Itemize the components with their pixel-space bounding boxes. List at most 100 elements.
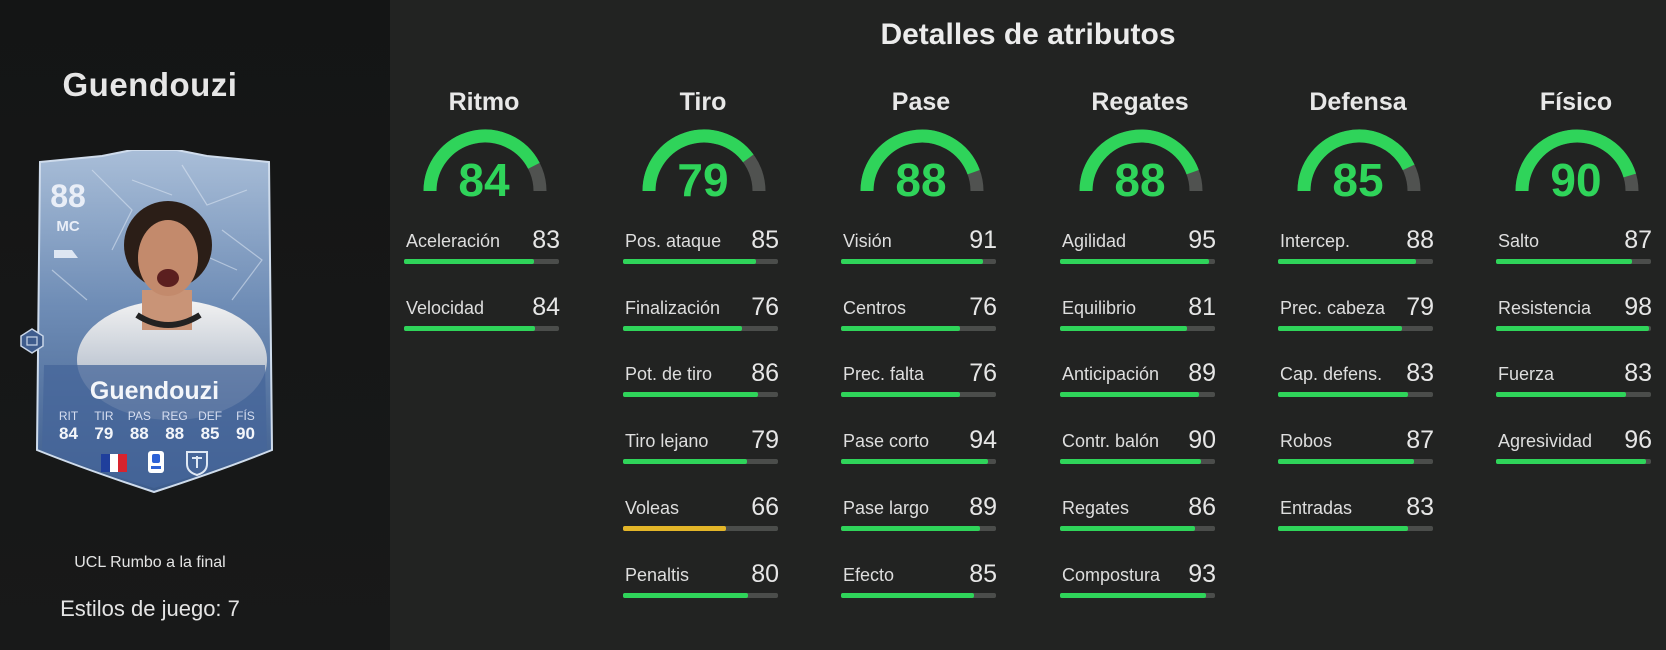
player-panel: Guendouzi <box>0 0 390 650</box>
card-stat: FÍS 90 <box>229 409 262 444</box>
gauge-fill <box>642 129 754 192</box>
attribute-value: 79 <box>1406 293 1434 321</box>
category-4: Regates 88 Agilidad 95 Equilibrio 81 Anticipac… <box>1060 0 1220 650</box>
attribute-bar-track <box>623 326 778 331</box>
attribute-value: 85 <box>751 226 779 254</box>
attribute-row: Voleas 66 <box>623 493 783 535</box>
attribute-bar-fill <box>1060 326 1187 331</box>
serie-a-league-icon <box>147 451 164 473</box>
attribute-value: 98 <box>1624 293 1652 321</box>
card-stat-value: 88 <box>129 424 149 443</box>
card-side-icon <box>20 328 44 354</box>
attribute-name: Equilibrio <box>1062 298 1137 318</box>
category-name: Ritmo <box>448 88 520 116</box>
card-stat-label: REG <box>161 409 188 423</box>
attribute-bar-track <box>1060 593 1215 598</box>
attribute-value: 96 <box>1624 426 1652 454</box>
player-card: 88 MC Guendouzi RIT 84 TIR 79 PAS 88 REG… <box>32 150 277 495</box>
gauge-fill <box>1297 129 1415 192</box>
card-stat-label: RIT <box>58 409 79 423</box>
attribute-row: Cap. defens. 83 <box>1278 359 1438 401</box>
attribute-bar-track <box>623 526 778 531</box>
card-stat-value: 90 <box>235 424 255 443</box>
attribute-bar-track <box>623 593 778 598</box>
category-gauge <box>860 129 984 192</box>
attribute-bar-track <box>1060 259 1215 264</box>
card-stat: TIR 79 <box>87 409 120 444</box>
attribute-value: 87 <box>1406 426 1434 454</box>
attribute-bar-fill <box>841 392 961 397</box>
card-stat-value: 79 <box>94 424 114 443</box>
card-stats: RIT 84 TIR 79 PAS 88 REG 88 DEF 85 FÍS 9… <box>52 409 262 444</box>
attribute-bar-track <box>1278 392 1433 397</box>
card-stat-label: DEF <box>198 409 223 423</box>
attribute-bar-track <box>841 526 996 531</box>
attribute-bar-track <box>1496 459 1651 464</box>
attribute-bar-fill <box>1278 259 1416 264</box>
attribute-bar-track <box>1060 326 1215 331</box>
category-2: Tiro 79 Pos. ataque 85 Finalización 76 Pot. de… <box>623 0 783 650</box>
attribute-row: Fuerza 83 <box>1496 359 1656 401</box>
attribute-row: Efecto 85 <box>841 560 1001 602</box>
attribute-bar-fill <box>1060 459 1201 464</box>
attribute-bar-track <box>1060 459 1215 464</box>
attribute-value: 91 <box>969 226 997 254</box>
attribute-value: 95 <box>1188 226 1216 254</box>
attribute-bar-fill <box>1060 259 1209 264</box>
attribute-value: 86 <box>751 359 779 387</box>
attribute-bar-fill <box>841 326 961 331</box>
attribute-value: 76 <box>969 293 997 321</box>
card-flags <box>32 450 277 476</box>
category-1: Ritmo 84 Aceleración 83 Velocidad 84 <box>404 0 564 650</box>
attribute-name: Fuerza <box>1498 364 1555 384</box>
attribute-name: Robos <box>1280 431 1333 451</box>
attribute-row: Contr. balón 90 <box>1060 426 1220 468</box>
attribute-bar-fill <box>404 326 536 331</box>
page-title: Detalles de atributos <box>880 18 1176 51</box>
card-stat-label: TIR <box>94 409 114 423</box>
attribute-value: 94 <box>969 426 997 454</box>
attribute-bar-fill <box>1060 392 1200 397</box>
category-value: 88 <box>1114 154 1166 206</box>
attribute-row: Pos. ataque 85 <box>623 226 783 268</box>
attribute-value: 83 <box>532 226 560 254</box>
attribute-bar-track <box>623 392 778 397</box>
attribute-value: 76 <box>751 293 779 321</box>
attribute-bar-track <box>1278 526 1433 531</box>
attribute-row: Pot. de tiro 86 <box>623 359 783 401</box>
attribute-bar-track <box>841 459 996 464</box>
attribute-value: 85 <box>969 560 997 588</box>
attribute-name: Aceleración <box>406 231 501 251</box>
attribute-value: 86 <box>1188 493 1216 521</box>
card-stat: REG 88 <box>158 409 191 444</box>
attribute-value: 87 <box>1624 226 1652 254</box>
category-5: Defensa 85 Intercep. 88 Prec. cabeza 79 Cap. d… <box>1278 0 1438 650</box>
attribute-bar-fill <box>1496 459 1647 464</box>
category-6: Físico 90 Salto 87 Resistencia 98 Fuerza 83 Agre… <box>1496 0 1656 650</box>
attribute-row: Pase corto 94 <box>841 426 1001 468</box>
attribute-bar-track <box>404 259 559 264</box>
category-value: 79 <box>677 154 729 206</box>
category-value: 85 <box>1332 154 1384 206</box>
attribute-name: Resistencia <box>1498 298 1592 318</box>
card-background <box>35 150 274 494</box>
attribute-name: Pot. de tiro <box>625 364 713 384</box>
attribute-bar-track <box>1496 392 1651 397</box>
attribute-bar-track <box>841 392 996 397</box>
card-stat-value: 85 <box>200 424 220 443</box>
attribute-row: Pase largo 89 <box>841 493 1001 535</box>
attribute-row: Entradas 83 <box>1278 493 1438 535</box>
attribute-row: Salto 87 <box>1496 226 1656 268</box>
card-stat: DEF 85 <box>194 409 227 444</box>
attribute-row: Prec. falta 76 <box>841 359 1001 401</box>
attribute-value: 89 <box>1188 359 1216 387</box>
attribute-name: Cap. defens. <box>1280 364 1383 384</box>
france-flag-icon <box>100 454 127 472</box>
attribute-row: Robos 87 <box>1278 426 1438 468</box>
attribute-name: Centros <box>843 298 907 318</box>
attribute-row: Resistencia 98 <box>1496 293 1656 335</box>
attribute-row: Compostura 93 <box>1060 560 1220 602</box>
attribute-name: Prec. cabeza <box>1280 298 1386 318</box>
attribute-name: Regates <box>1062 498 1130 518</box>
attribute-row: Finalización 76 <box>623 293 783 335</box>
